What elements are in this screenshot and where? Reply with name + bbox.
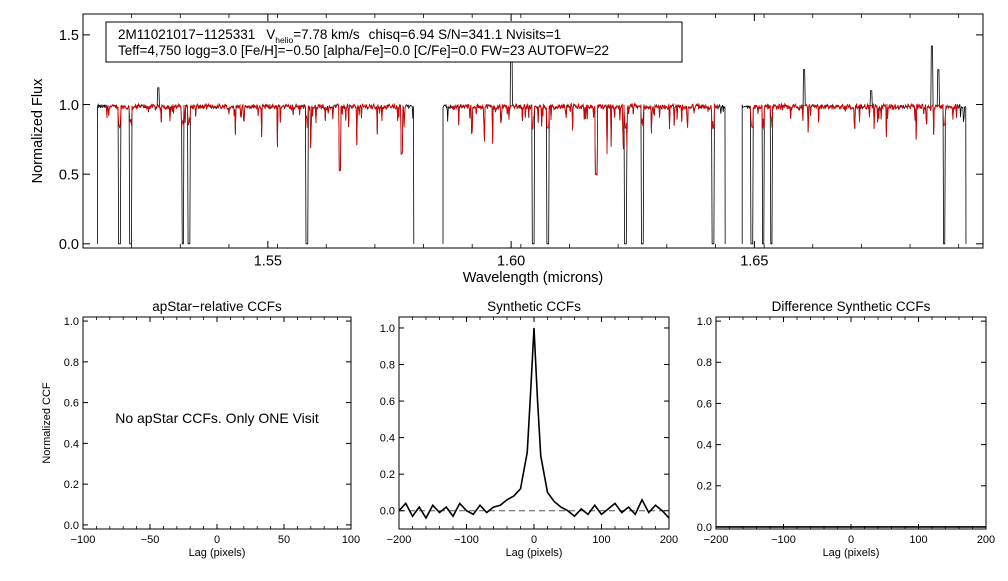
synthetic-ccf-title: Synthetic CCFs [487, 299, 581, 314]
x-tick-label: 200 [977, 534, 995, 546]
x-tick-label: −200 [387, 534, 412, 546]
apstar-ccf-panel: apStar−relative CCFs −100 −50 0 50 100 0.0 0.2… [41, 299, 360, 559]
velocity-value: =7.78 km/s [293, 27, 360, 42]
y-tick-label: 0.8 [64, 357, 79, 369]
difference-ccf-ticks: −200 −100 0 100 200 0.0 0.2 0.4 0.6 0.8 1.0 [697, 316, 995, 546]
difference-ccf-x-label: Lag (pixels) [823, 547, 880, 559]
x-tick-label: 50 [278, 534, 290, 546]
y-tick-label: 1.0 [697, 316, 712, 328]
y-tick-label: 0.2 [380, 469, 395, 481]
velocity-prefix: V [266, 27, 275, 42]
y-tick-label: 0.6 [380, 396, 395, 408]
y-tick-label: 0.0 [64, 520, 79, 532]
y-tick-label: 1.0 [380, 323, 395, 335]
difference-ccf-title: Difference Synthetic CCFs [772, 299, 931, 314]
difference-ccf-panel: Difference Synthetic CCFs −200 −100 0 100 20… [697, 299, 995, 559]
spectrum-axes-frame [82, 13, 984, 249]
apstar-ccf-y-label: Normalized CCF [41, 382, 53, 464]
spectrum-panel: 1.55 1.60 1.65 0.0 0.5 1.0 1.5 2M11021017−1125… [30, 13, 984, 286]
x-tick-label: 1.55 [254, 254, 282, 270]
synthetic-spectrum-line [104, 102, 959, 176]
synthetic-ccf-ticks: −200 −100 0 100 200 0.0 0.2 0.4 0.6 0.8 1.0 [380, 317, 678, 546]
x-tick-label: −200 [704, 534, 729, 546]
x-tick-label: 1.65 [740, 254, 768, 270]
synthetic-ccf-axes-frame [398, 316, 670, 530]
y-tick-label: 0.0 [697, 522, 712, 534]
x-tick-label: −100 [454, 534, 479, 546]
x-tick-label: 100 [592, 534, 610, 546]
y-tick-label: 0.6 [697, 398, 712, 410]
y-tick-label: 0.5 [59, 167, 79, 183]
x-tick-label: −50 [141, 534, 160, 546]
x-tick-label: 100 [342, 534, 360, 546]
y-tick-label: 0.6 [64, 398, 79, 410]
synthetic-ccf-line [399, 327, 669, 520]
annotation-line-1: 2M11021017−1125331 Vhelio=7.78 km/s chisq=… [118, 27, 561, 45]
y-tick-label: 0.8 [380, 359, 395, 371]
apstar-ccf-x-label: Lag (pixels) [189, 547, 246, 559]
y-tick-label: 0.0 [380, 506, 395, 518]
spectrum-annotation: 2M11021017−1125331 Vhelio=7.78 km/s chisq=… [105, 21, 683, 63]
difference-ccf-axes-frame [715, 316, 987, 530]
y-tick-label: 0.2 [697, 481, 712, 493]
star-id: 2M11021017−1125331 [118, 27, 255, 42]
y-tick-label: 0.4 [380, 433, 395, 445]
y-tick-label: 0.4 [64, 438, 79, 450]
x-tick-label: 100 [909, 534, 927, 546]
x-tick-label: 0 [531, 534, 537, 546]
x-tick-label: 0 [214, 534, 220, 546]
spectrum-x-label: Wavelength (microns) [463, 270, 603, 286]
annotation-box [105, 21, 683, 63]
synthetic-ccf-x-label: Lag (pixels) [506, 547, 563, 559]
y-tick-label: 1.0 [64, 316, 79, 328]
apstar-ccf-title: apStar−relative CCFs [152, 299, 282, 314]
spectrum-y-label: Normalized Flux [30, 78, 46, 183]
y-tick-label: 1.0 [59, 98, 79, 114]
x-tick-label: 200 [660, 534, 678, 546]
x-tick-label: −100 [771, 534, 796, 546]
y-tick-label: 0.0 [59, 237, 79, 253]
y-tick-label: 0.2 [64, 479, 79, 491]
fit-stats: chisq=6.94 S/N=341.1 Nvisits=1 [369, 27, 562, 42]
velocity-subscript: helio [275, 35, 293, 45]
x-tick-label: −100 [71, 534, 96, 546]
y-tick-label: 0.4 [697, 440, 712, 452]
x-tick-label: 0 [848, 534, 854, 546]
synthetic-ccf-plot-area [399, 327, 669, 520]
no-ccf-message: No apStar CCFs. Only ONE Visit [115, 410, 319, 426]
synthetic-ccf-panel: Synthetic CCFs −200 −100 0 100 200 0.0 0.2 0.4 0… [380, 299, 678, 559]
y-tick-label: 0.8 [697, 357, 712, 369]
annotation-line-2: Teff=4,750 logg=3.0 [Fe/H]=−0.50 [alpha/… [118, 43, 609, 58]
y-tick-label: 1.5 [59, 28, 79, 44]
spectrum-ticks: 1.55 1.60 1.65 0.0 0.5 1.0 1.5 [59, 14, 983, 270]
spectrum-plot-area [97, 23, 967, 245]
x-tick-label: 1.60 [497, 254, 525, 270]
apstar-ccf-ticks: −100 −50 0 50 100 0.0 0.2 0.4 0.6 0.8 1.0 [64, 316, 360, 546]
